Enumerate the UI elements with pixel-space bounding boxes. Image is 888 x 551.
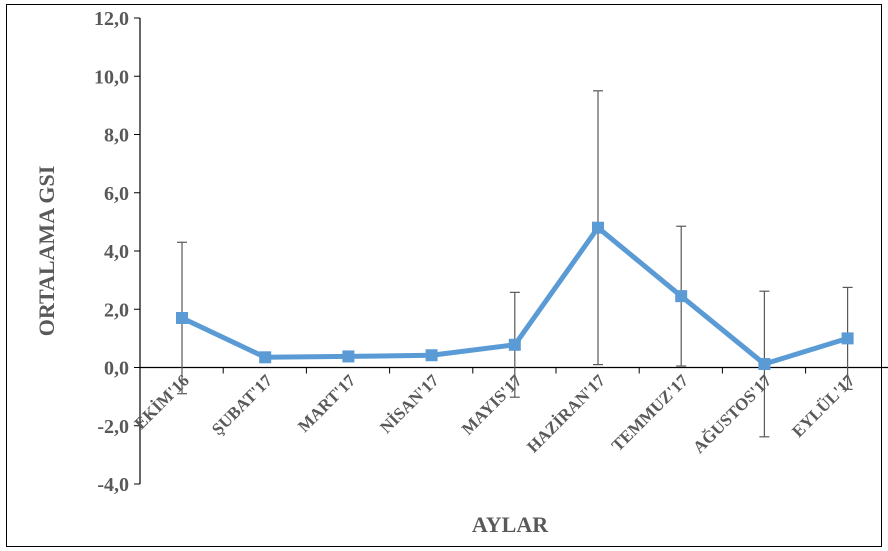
y-tick-label: 12,0 [94, 8, 129, 30]
y-tick-label: 0,0 [104, 358, 129, 380]
data-point [176, 311, 188, 324]
category-label: MAYIS'17 [458, 371, 526, 439]
y-tick-label: 4,0 [104, 241, 129, 263]
chart-frame [6, 4, 882, 547]
data-point [592, 221, 604, 234]
category-label: NİSAN'17 [376, 371, 443, 438]
category-labels: EKİM'16 ŞUBAT'17 MART'17 NİSAN'17 MAYIS'17HA… [131, 371, 859, 457]
category-label: MART'17 [294, 371, 359, 436]
data-point [342, 350, 355, 363]
data-point [259, 351, 272, 364]
data-point [758, 358, 771, 371]
data-point [675, 290, 688, 303]
y-tick-label: 10,0 [94, 66, 129, 88]
y-tick-label: 6,0 [104, 183, 129, 205]
y-tick-label: -4,0 [97, 474, 129, 496]
y-tick-label: -2,0 [97, 416, 129, 438]
data-point [841, 332, 854, 345]
data-point [425, 349, 438, 362]
category-label: HAZİRAN'17 [523, 371, 609, 457]
x-axis [139, 366, 888, 374]
x-axis-title: AYLAR [472, 512, 549, 537]
y-axis: -4,0 -2,0 0,0 2,0 4,0 6,0 8,0 10,0 12,0 [94, 8, 141, 496]
y-tick-label: 2,0 [104, 299, 129, 321]
category-label: AĞUSTOS'17 [689, 371, 775, 457]
data-series [176, 221, 854, 371]
category-label: TEMMUZ'17 [608, 371, 693, 456]
y-tick-label: 8,0 [104, 125, 129, 147]
data-point [508, 338, 521, 351]
y-axis-title: ORTALAMA GSI [34, 166, 59, 337]
category-label: EYLÜL'17 [788, 371, 859, 442]
category-label: ŞUBAT'17 [208, 371, 276, 439]
